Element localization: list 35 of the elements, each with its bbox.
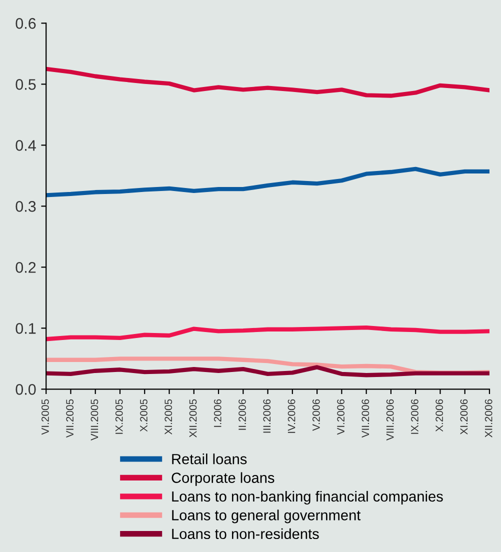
x-tick-label: XII.2006	[484, 399, 492, 438]
x-tick-label: V.2006	[312, 399, 320, 431]
x-tick-label: IX.2005	[115, 399, 123, 434]
legend-label: Loans to non-banking financial companies	[172, 490, 443, 505]
y-tick-label: 0.5	[16, 79, 36, 90]
x-tick-label: IX.2006	[411, 399, 418, 434]
x-tick-label: VII.2006	[362, 399, 370, 438]
line-series	[46, 166, 490, 198]
x-tick-label: VIII.2006	[386, 399, 394, 441]
legend-label: Retail loans	[172, 454, 247, 464]
legend-label: Loans to general government	[172, 510, 361, 524]
line-series	[46, 66, 490, 98]
legend-label: Loans to non-residents	[172, 528, 319, 540]
y-tick-label: 0.4	[16, 140, 36, 151]
x-tick-label: I.2006	[214, 399, 222, 427]
y-tick-label: 0.3	[16, 201, 36, 212]
x-tick-label: VIII.2005	[90, 399, 98, 441]
y-tick-label: 0.1	[16, 323, 36, 334]
x-tick-label: VI.2006	[337, 399, 344, 435]
x-tick-label: III.2006	[263, 399, 271, 433]
legend-label: Corporate loans	[172, 472, 274, 486]
x-tick-label: X.2005	[140, 399, 148, 432]
x-tick-label: II.2006	[238, 399, 246, 430]
x-tick-label: VI.2005	[42, 399, 49, 435]
y-tick-label: 0.6	[16, 18, 36, 29]
x-tick-label: IV.2006	[288, 399, 296, 433]
x-tick-label: VII.2005	[66, 399, 74, 438]
x-tick-label: XII.2005	[189, 399, 197, 438]
x-tick-label: X.2006	[436, 399, 444, 432]
y-tick-label: 0.0	[16, 384, 36, 395]
x-tick-label: XI.2005	[164, 399, 172, 435]
y-tick-label: 0.2	[16, 262, 36, 273]
x-tick-label: XI.2006	[460, 399, 468, 435]
line-series	[46, 365, 490, 378]
line-series	[46, 325, 490, 342]
